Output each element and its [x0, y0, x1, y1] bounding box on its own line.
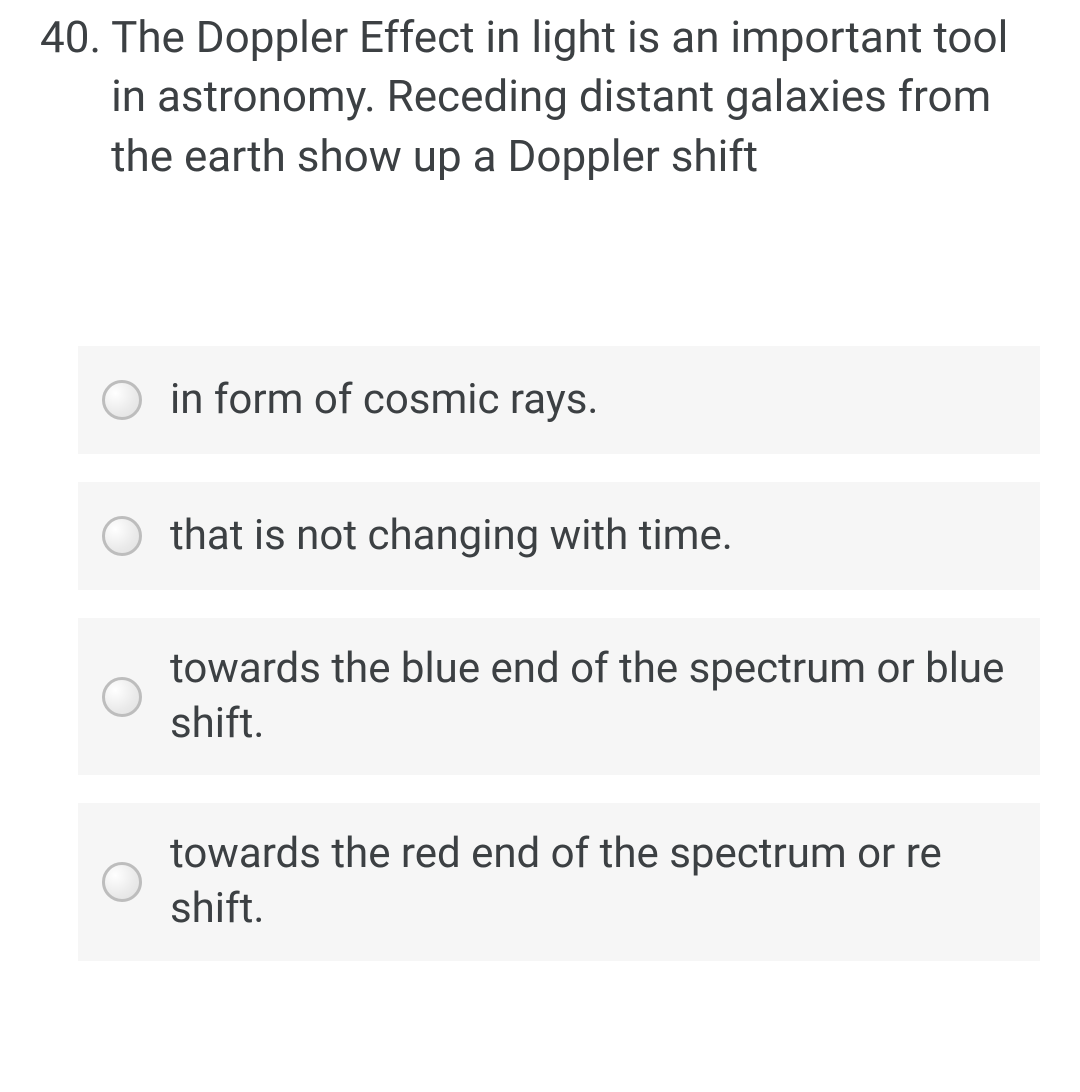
option-b[interactable]: that is not changing with time.	[78, 482, 1040, 590]
question-number: 40.	[40, 8, 101, 67]
options-list: in form of cosmic rays. that is not chan…	[40, 346, 1040, 960]
question-text: The Doppler Effect in light is an import…	[111, 8, 1040, 186]
radio-icon	[102, 380, 142, 420]
option-label: towards the red end of the spectrum or r…	[170, 827, 1012, 936]
quiz-question-block: 40. The Doppler Effect in light is an im…	[0, 0, 1080, 961]
radio-icon	[102, 677, 142, 717]
radio-icon	[102, 862, 142, 902]
question-row: 40. The Doppler Effect in light is an im…	[40, 0, 1040, 186]
option-label: towards the blue end of the spectrum or …	[170, 642, 1012, 751]
radio-icon	[102, 516, 142, 556]
option-label: that is not changing with time.	[170, 509, 733, 564]
option-d[interactable]: towards the red end of the spectrum or r…	[78, 803, 1040, 960]
option-label: in form of cosmic rays.	[170, 373, 598, 428]
option-a[interactable]: in form of cosmic rays.	[78, 346, 1040, 454]
option-c[interactable]: towards the blue end of the spectrum or …	[78, 618, 1040, 775]
